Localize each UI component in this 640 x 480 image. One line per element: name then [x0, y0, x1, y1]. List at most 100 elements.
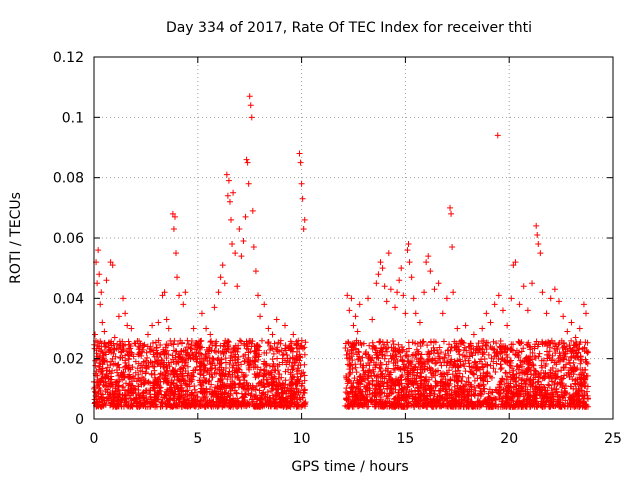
data-point [149, 339, 156, 346]
data-point [129, 382, 136, 389]
data-point [148, 370, 155, 377]
data-point [191, 382, 198, 389]
data-point [133, 378, 140, 385]
data-point [264, 389, 271, 396]
data-point [140, 399, 147, 406]
data-point [245, 346, 252, 353]
data-point [111, 334, 118, 341]
data-point [272, 367, 279, 374]
data-point [170, 225, 177, 232]
data-point [357, 386, 364, 393]
data-point [209, 359, 216, 366]
data-point [573, 340, 580, 347]
data-point [253, 350, 260, 357]
data-point [516, 403, 523, 410]
data-point [170, 356, 177, 363]
data-point [465, 374, 472, 381]
data-point [523, 356, 530, 363]
data-point [540, 370, 547, 377]
data-point [559, 393, 566, 400]
data-point [241, 373, 248, 380]
data-point [144, 354, 151, 361]
data-point [178, 364, 185, 371]
data-point [269, 392, 276, 399]
data-point [196, 343, 203, 350]
data-point [109, 262, 116, 269]
data-point [258, 392, 265, 399]
data-point [492, 395, 499, 402]
data-point [477, 390, 484, 397]
data-point [483, 372, 490, 379]
data-point [583, 348, 590, 355]
data-point [488, 355, 495, 362]
data-point [258, 337, 265, 344]
data-point [293, 352, 300, 359]
data-point [196, 401, 203, 408]
data-point [211, 369, 218, 376]
data-point [297, 354, 304, 361]
data-point [575, 349, 582, 356]
data-point [269, 345, 276, 352]
data-point [404, 247, 411, 254]
data-point [520, 345, 527, 352]
data-point [387, 286, 394, 293]
data-point [113, 362, 120, 369]
data-point [511, 375, 518, 382]
data-point [503, 376, 510, 383]
data-point [561, 387, 568, 394]
data-point [551, 359, 558, 366]
data-point [301, 403, 308, 410]
data-point [558, 389, 565, 396]
data-point [366, 380, 373, 387]
data-point [196, 359, 203, 366]
data-point [424, 342, 431, 349]
data-point [171, 337, 178, 344]
data-point [203, 393, 210, 400]
data-point [349, 365, 356, 372]
data-point [258, 378, 265, 385]
data-point [167, 381, 174, 388]
data-point [360, 340, 367, 347]
data-point [197, 344, 204, 351]
data-point [567, 403, 574, 410]
data-point [381, 390, 388, 397]
data-point [422, 361, 429, 367]
data-point [455, 391, 462, 398]
data-point [94, 376, 101, 383]
data-point [229, 400, 236, 407]
data-point [288, 385, 295, 392]
data-point [535, 353, 542, 360]
data-point [215, 289, 222, 296]
data-point [209, 398, 216, 405]
data-point [201, 374, 208, 381]
data-point [544, 342, 551, 349]
data-point [409, 339, 416, 346]
data-point [562, 346, 569, 353]
data-point [518, 348, 525, 355]
data-point [199, 389, 206, 396]
data-point [343, 351, 350, 358]
data-point [532, 354, 539, 361]
data-point [513, 381, 520, 388]
data-point [497, 338, 504, 345]
data-point [415, 358, 422, 365]
data-point [449, 244, 456, 251]
data-point [301, 216, 308, 223]
data-point [155, 375, 162, 382]
data-point [115, 382, 122, 389]
data-point [500, 343, 507, 350]
data-point [459, 396, 466, 403]
data-point [441, 396, 448, 403]
data-point [163, 355, 170, 362]
data-point [294, 365, 301, 372]
data-point [296, 353, 303, 360]
data-point [482, 401, 489, 408]
data-point [96, 385, 103, 392]
data-point [280, 351, 287, 358]
data-point [117, 391, 124, 398]
data-point [503, 403, 510, 410]
data-point [487, 319, 494, 326]
y-tick-label: 0.06 [53, 231, 84, 247]
data-point [523, 403, 530, 410]
data-point [117, 397, 124, 404]
